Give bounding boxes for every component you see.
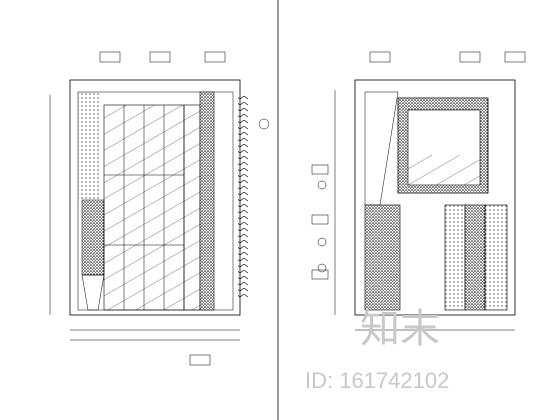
- tag: [369, 51, 391, 63]
- section-marker: [258, 118, 270, 130]
- section-marker: [317, 263, 327, 273]
- niche-finish: [81, 199, 105, 276]
- fabric-panel: [464, 204, 486, 311]
- angled-wall: [364, 91, 399, 206]
- stone-finish: [78, 92, 100, 202]
- tag: [311, 214, 329, 225]
- fabric-panel: [444, 204, 466, 311]
- curtain: [238, 95, 248, 300]
- outer-frame: [354, 79, 516, 316]
- column-finish: [199, 91, 215, 311]
- side-panel: [183, 104, 201, 311]
- tag: [99, 51, 121, 63]
- niche-base: [81, 274, 105, 311]
- fabric-panel: [484, 204, 508, 311]
- tag: [204, 51, 226, 63]
- tag: [504, 51, 526, 63]
- tag: [149, 51, 171, 63]
- tag: [459, 51, 481, 63]
- section-marker: [317, 180, 327, 190]
- watermark-id: ID: 161742102: [305, 368, 449, 393]
- section-marker: [317, 237, 327, 247]
- watermark-brand: 知末: [360, 307, 440, 351]
- right-elevation: [311, 51, 526, 331]
- tag: [189, 354, 211, 366]
- stone-panel: [364, 204, 401, 311]
- tag: [311, 269, 329, 280]
- screen-hatch: [408, 155, 480, 185]
- tag: [311, 164, 329, 175]
- left-elevation: [49, 51, 270, 366]
